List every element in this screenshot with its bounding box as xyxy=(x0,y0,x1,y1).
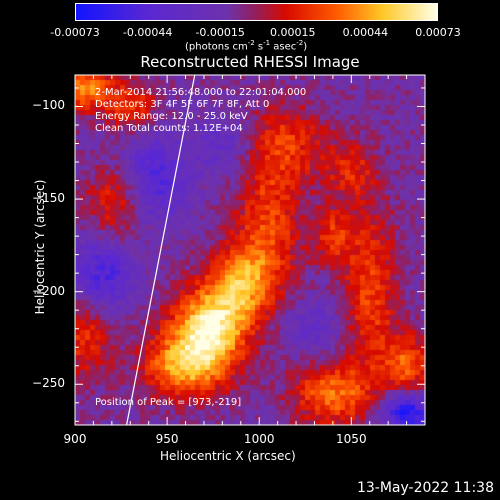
colorbar-tick-label: -0.00073 xyxy=(50,26,100,39)
x-tick-label: 1000 xyxy=(243,432,275,446)
y-axis-label: Heliocentric Y (arcsec) xyxy=(33,179,47,315)
info-energy: Energy Range: 12.0 - 25.0 keV xyxy=(95,111,248,122)
colorbar-tick-label: -0.00044 xyxy=(122,26,173,39)
info-peak: Position of Peak = [973,-219] xyxy=(95,397,242,408)
colorbar-tick-label: 0.00015 xyxy=(270,26,316,39)
x-tick-label: 950 xyxy=(155,432,179,446)
chart-title: Reconstructed RHESSI Image xyxy=(140,53,360,71)
colorbar-tick-label: 0.00073 xyxy=(415,26,461,39)
info-detectors: Detectors: 3F 4F 5F 6F 7F 8F, Att 0 xyxy=(95,99,270,110)
heatmap-plot xyxy=(75,75,425,425)
y-tick-label: −200 xyxy=(32,283,65,298)
colorbar-units: (photons cm-2 s-1 asec-2) xyxy=(185,39,308,53)
x-tick-label: 1050 xyxy=(336,432,367,446)
y-tick-label: −150 xyxy=(32,191,65,206)
y-tick-label: −250 xyxy=(32,376,65,391)
plot-timestamp: 13-May-2022 11:38 xyxy=(356,480,494,496)
solar-limb-line xyxy=(125,74,196,426)
info-time: 2-Mar-2014 21:56:48.000 to 22:01:04.000 xyxy=(95,87,307,98)
plot-frame xyxy=(74,74,426,426)
axis-ticks xyxy=(74,75,425,425)
x-tick-label: 900 xyxy=(63,432,87,446)
y-tick-label: −100 xyxy=(32,98,65,113)
colorbar-tick-label: 0.00044 xyxy=(342,26,389,39)
colorbar-axis: -0.00073 -0.00044 -0.00015 0.00015 0.00044 0.… xyxy=(0,0,500,60)
colorbar xyxy=(75,3,438,21)
colorbar-tick-label: -0.00015 xyxy=(195,26,245,39)
x-axis-label: Heliocentric X (arcsec) xyxy=(160,449,296,463)
info-clean: Clean Total counts: 1.12E+04 xyxy=(95,123,243,134)
